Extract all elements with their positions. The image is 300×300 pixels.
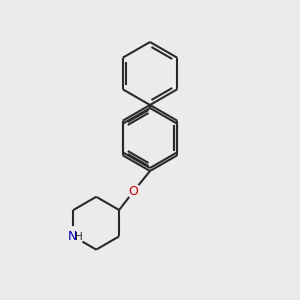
Text: O: O: [129, 185, 138, 198]
Text: N: N: [68, 230, 77, 243]
Text: H: H: [75, 232, 82, 242]
